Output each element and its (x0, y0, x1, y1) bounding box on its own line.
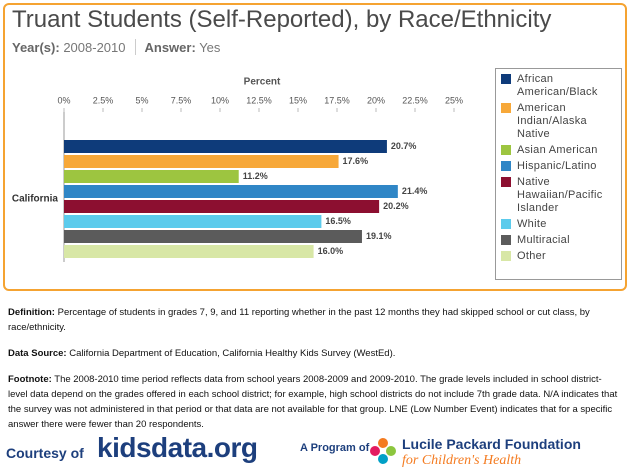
legend-label: Asian American (517, 144, 598, 156)
legend: African American/Black American Indian/Al… (495, 68, 622, 280)
footer: Courtesy of kidsdata.org A Program of Lu… (0, 428, 630, 475)
foundation-sub: for Children's Health (402, 453, 522, 468)
legend-label: Multiracial (517, 234, 570, 246)
x-tick-label: 22.5% (402, 95, 428, 105)
legend-swatch (501, 251, 511, 261)
courtesy: Courtesy of (6, 445, 84, 461)
legend-item: African American/Black (501, 73, 616, 99)
data-label: 17.6% (343, 156, 369, 166)
x-tick-label: 10% (211, 95, 229, 105)
separator (134, 39, 136, 55)
data-label: 21.4% (402, 186, 428, 196)
data-label: 16.5% (325, 216, 351, 226)
x-tick-label: 5% (135, 95, 148, 105)
filter-label: Year(s): (12, 40, 60, 55)
program-label: A Program of (300, 442, 370, 454)
data-label: 19.1% (366, 231, 392, 241)
note: Footnote: The 2008-2010 time period refl… (8, 372, 620, 432)
x-tick-label: 2.5% (93, 95, 114, 105)
bar (64, 155, 339, 168)
bar (64, 185, 398, 198)
x-tick-label: 0% (57, 95, 70, 105)
chart-frame (3, 3, 627, 291)
note-text: The 2008-2010 time period reflects data … (8, 374, 618, 430)
note-label: Data Source: (8, 348, 67, 359)
note-label: Definition: (8, 307, 55, 318)
filters: Year(s): 2008-2010 Answer: Yes (12, 39, 220, 55)
bar (64, 170, 239, 183)
note-label: Footnote: (8, 374, 52, 385)
data-label: 16.0% (318, 246, 344, 256)
legend-swatch (501, 219, 511, 229)
note: Data Source: California Department of Ed… (8, 346, 620, 361)
data-label: 20.7% (391, 141, 417, 151)
bar (64, 140, 387, 153)
legend-swatch (501, 145, 511, 155)
note-text: Percentage of students in grades 7, 9, a… (8, 307, 590, 333)
x-tick-label: 17.5% (324, 95, 350, 105)
bar (64, 215, 322, 228)
legend-item: Other (501, 250, 616, 263)
x-tick-label: 15% (289, 95, 307, 105)
notes: Definition: Percentage of students in gr… (8, 305, 620, 443)
chart-title: Truant Students (Self-Reported), by Race… (12, 6, 552, 33)
legend-item: Native Hawaiian/Pacific Islander (501, 176, 616, 215)
legend-label: Hispanic/Latino (517, 160, 597, 172)
bar (64, 245, 314, 258)
filter-value: Yes (199, 40, 221, 55)
legend-label: White (517, 218, 547, 230)
legend-swatch (501, 235, 511, 245)
x-tick-label: 7.5% (171, 95, 192, 105)
x-tick-label: 12.5% (246, 95, 272, 105)
data-label: 11.2% (243, 171, 268, 181)
legend-label: American Indian/Alaska Native (517, 102, 587, 140)
y-tick-label: California (12, 194, 59, 205)
foundation-name: Lucile Packard Foundation (402, 436, 581, 452)
legend-item: White (501, 218, 616, 231)
note: Definition: Percentage of students in gr… (8, 305, 620, 335)
legend-swatch (501, 103, 511, 113)
site-name[interactable]: kidsdata.org (97, 432, 258, 463)
legend-label: Native Hawaiian/Pacific Islander (517, 176, 603, 214)
legend-swatch (501, 177, 511, 187)
legend-item: Asian American (501, 144, 616, 157)
foundation-logo (370, 438, 396, 464)
data-label: 20.2% (383, 201, 409, 211)
legend-item: Multiracial (501, 234, 616, 247)
note-text: California Department of Education, Cali… (69, 348, 396, 359)
bar (64, 200, 380, 213)
plot: Percent 0% 2.5% 5% 7.5% 10% 12.5% 15% 17.5% 20% 2… (12, 77, 463, 262)
legend-label: Other (517, 250, 547, 262)
x-axis-label: Percent (244, 77, 281, 88)
legend-swatch (501, 161, 511, 171)
legend-swatch (501, 74, 511, 84)
bar (64, 230, 362, 243)
x-tick-label: 20% (367, 95, 385, 105)
filter-value: 2008-2010 (63, 40, 126, 55)
legend-item: Hispanic/Latino (501, 160, 616, 173)
legend-item: American Indian/Alaska Native (501, 102, 616, 141)
x-tick-label: 25% (445, 95, 463, 105)
filter-label: Answer: (144, 40, 196, 55)
legend-label: African American/Black (517, 73, 598, 98)
